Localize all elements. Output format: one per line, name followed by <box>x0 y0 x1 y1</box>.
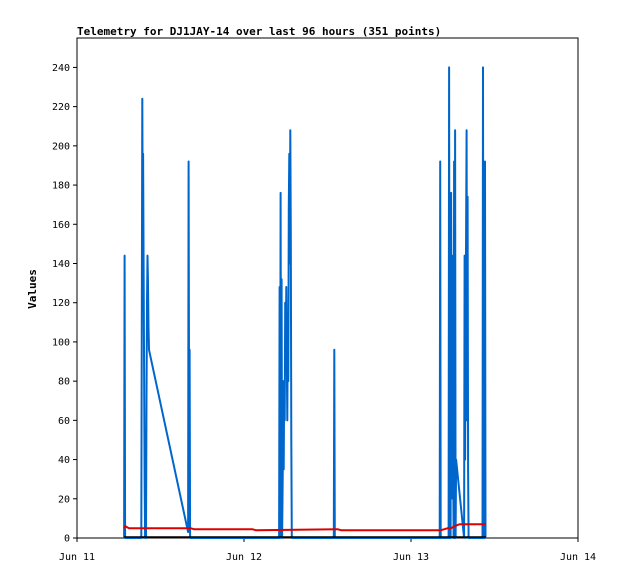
series-line-2 <box>123 523 486 532</box>
y-tick-label: 180 <box>52 181 70 192</box>
y-tick-label: 40 <box>58 455 70 466</box>
y-tick-label: 200 <box>52 141 70 152</box>
y-axis-label: Values <box>26 269 39 309</box>
y-ticks: 0 20 40 60 80 100 120 140 160 180 200 220 240 <box>52 63 77 545</box>
plot-area <box>76 37 579 539</box>
x-tick-label: Jun 14 <box>560 552 596 563</box>
chart-title: Telemetry for DJ1JAY-14 over last 96 hou… <box>77 25 441 38</box>
series-layer <box>123 66 487 539</box>
y-tick-label: 140 <box>52 259 70 270</box>
y-tick-label: 60 <box>58 416 70 427</box>
x-tick-label: Jun 12 <box>226 552 262 563</box>
y-tick-label: 240 <box>52 63 70 74</box>
y-tick-label: 20 <box>58 494 70 505</box>
y-tick-label: 0 <box>64 534 70 545</box>
y-tick-label: 220 <box>52 102 70 113</box>
y-tick-label: 120 <box>52 298 70 309</box>
x-ticks: Jun 11 Jun 12 Jun 13 Jun 14 <box>59 538 596 563</box>
y-tick-label: 80 <box>58 377 70 388</box>
x-tick-label: Jun 13 <box>393 552 429 563</box>
y-tick-label: 160 <box>52 220 70 231</box>
series-line-1 <box>123 66 487 539</box>
x-tick-label: Jun 11 <box>59 552 95 563</box>
y-tick-label: 100 <box>52 337 70 348</box>
